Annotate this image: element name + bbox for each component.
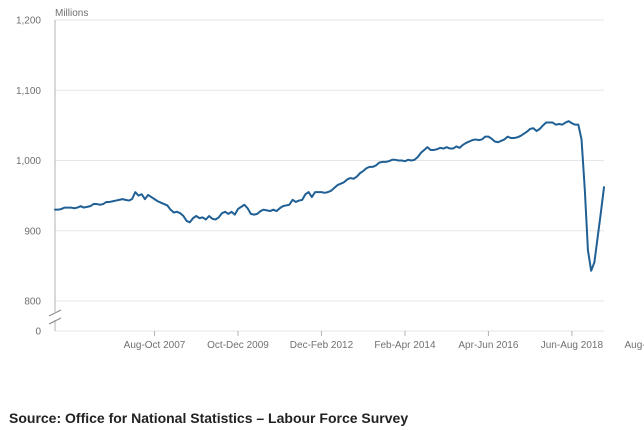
x-tick-label: Feb-Apr 2014 xyxy=(374,340,436,351)
y-tick-label: 1,100 xyxy=(16,86,41,97)
gridlines xyxy=(55,19,604,332)
y-tick-label: 900 xyxy=(24,226,41,237)
line-chart: 1,200 1,100 1,000 900 800 0 Millions Aug-Oct 2… xyxy=(16,8,644,351)
x-tick-label: Aug-Oct 2020 xyxy=(625,340,644,351)
y-axis-unit-label: Millions xyxy=(55,8,88,19)
x-tick-label: Dec-Feb 2012 xyxy=(290,340,354,351)
x-tick-label: Apr-Jun 2016 xyxy=(458,340,518,351)
axis-break-mark xyxy=(48,309,62,317)
source-note: Source: Office for National Statistics –… xyxy=(9,410,409,426)
series xyxy=(54,120,605,272)
axis-break-mark xyxy=(48,317,62,325)
series-line xyxy=(54,120,605,272)
y-tick-label: 0 xyxy=(35,327,41,338)
x-tick-label: Aug-Oct 2007 xyxy=(124,340,186,351)
x-tick-label: Oct-Dec 2009 xyxy=(207,340,269,351)
x-tick-labels: Aug-Oct 2007 Oct-Dec 2009 Dec-Feb 2012 Feb-… xyxy=(124,340,644,351)
x-tick-label: Jun-Aug 2018 xyxy=(541,340,604,351)
y-tick-label: 800 xyxy=(24,297,41,308)
y-tick-label: 1,000 xyxy=(16,156,41,167)
y-tick-label: 1,200 xyxy=(16,16,41,27)
axes xyxy=(48,20,573,336)
y-tick-labels: 1,200 1,100 1,000 900 800 0 Millions xyxy=(16,8,88,338)
